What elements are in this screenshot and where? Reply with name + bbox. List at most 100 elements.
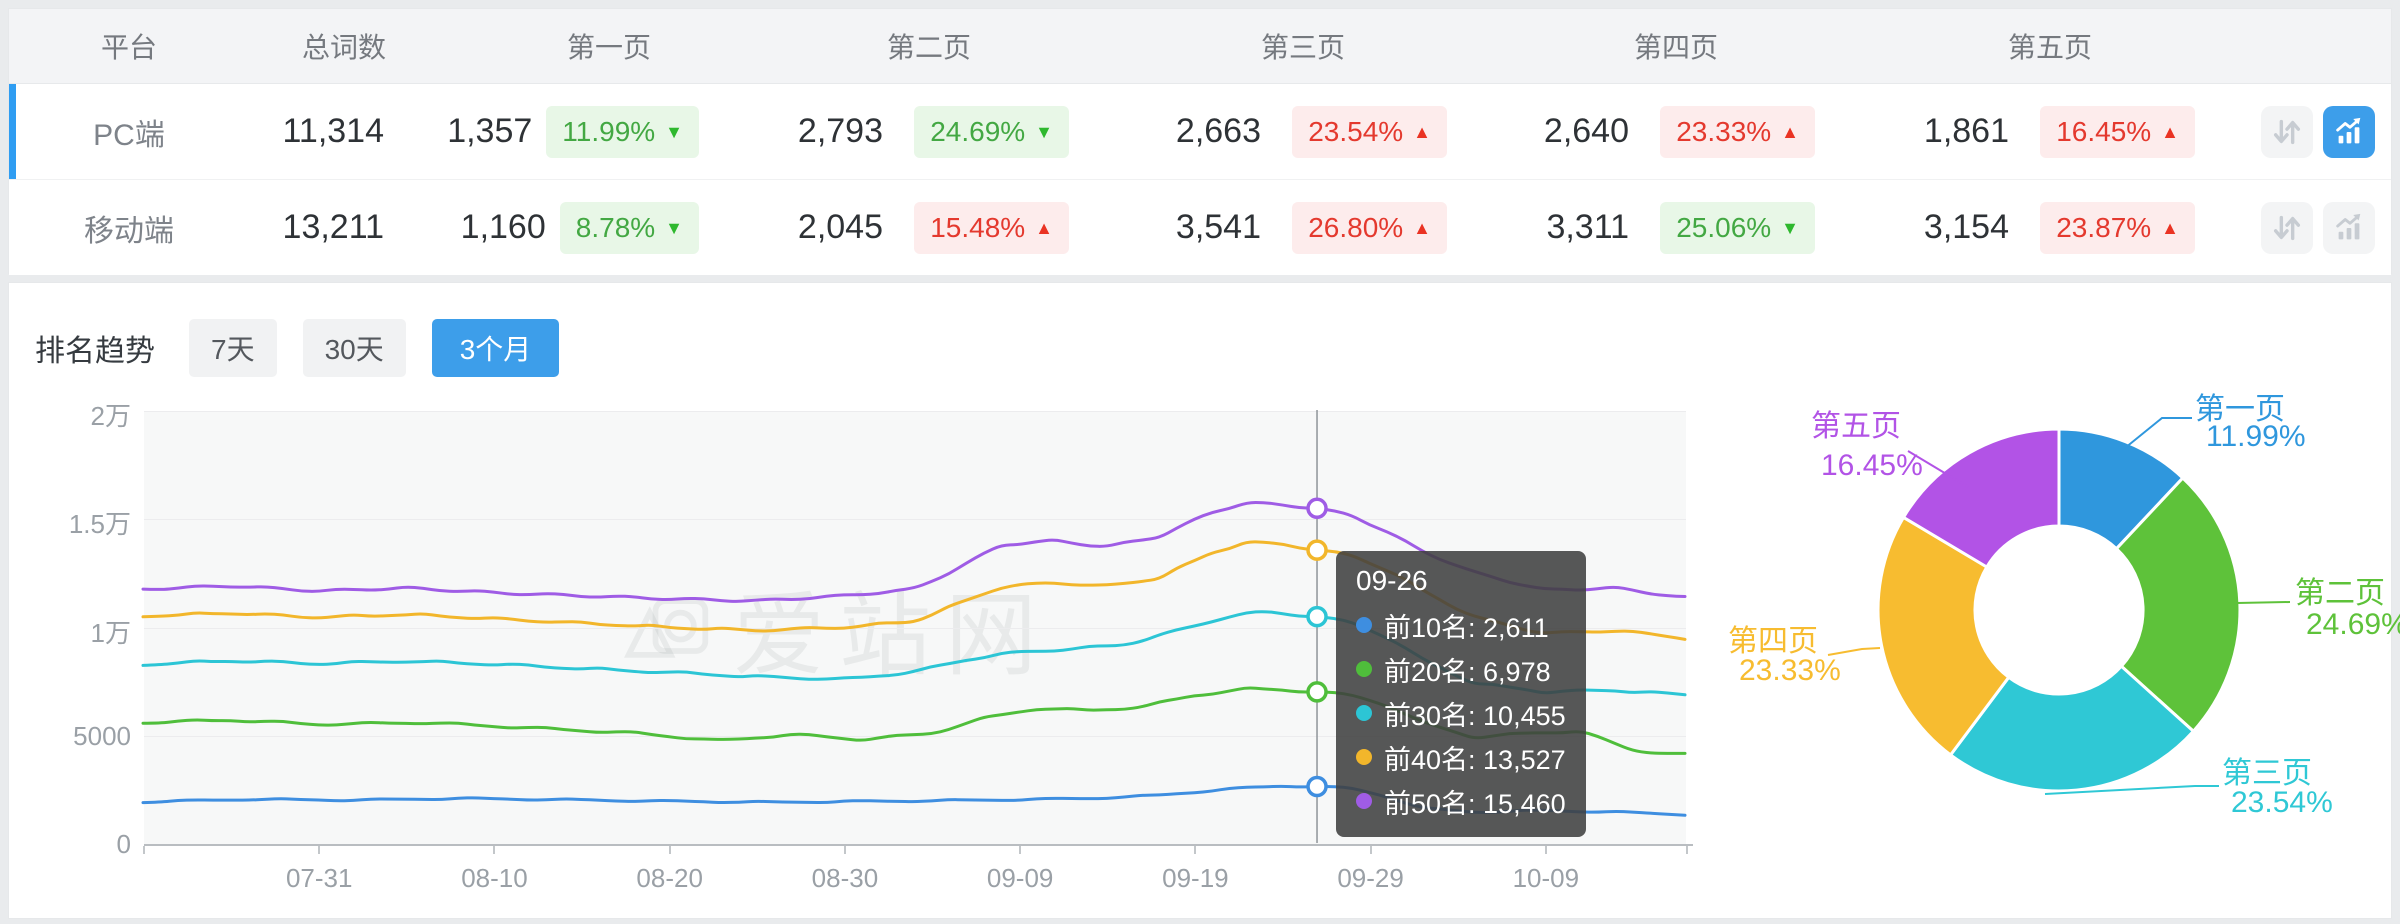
percent-badge: 23.54% ▲	[1292, 105, 1447, 158]
donut-chart[interactable]	[1876, 427, 2242, 793]
percent-value: 23.87%	[2056, 211, 2152, 243]
x-axis-tick	[318, 846, 321, 854]
series-dot-icon	[1356, 749, 1372, 765]
percent-badge-wrap: 26.80% ▲	[1275, 201, 1447, 254]
x-axis-tick	[1019, 846, 1022, 854]
arrow-up-icon: ▲	[1035, 217, 1053, 238]
percent-value: 8.78%	[575, 211, 656, 243]
page-count: 1,357	[447, 112, 533, 150]
x-axis-tick	[493, 846, 496, 854]
arrow-down-icon: ▼	[1035, 121, 1053, 142]
platform-cell: PC端	[93, 118, 165, 152]
percent-badge-wrap: 23.87% ▲	[2023, 201, 2195, 254]
x-axis-label: 08-30	[811, 863, 879, 893]
tooltip-text: 前10名: 2,611	[1384, 612, 1549, 643]
page-count: 1,861	[1923, 112, 2009, 150]
page-count: 2,793	[797, 112, 883, 150]
percent-value: 23.54%	[1308, 115, 1404, 147]
page-count: 3,154	[1923, 208, 2009, 246]
donut-label-name: 第三页	[2222, 757, 2312, 790]
percent-badge-wrap: 25.06% ▼	[1643, 201, 1815, 254]
percent-badge: 15.48% ▲	[914, 201, 1069, 254]
page-count: 2,640	[1543, 112, 1629, 150]
x-axis-label: 09-09	[986, 863, 1054, 893]
total-words-cell: 11,314	[282, 112, 384, 150]
trend-chart-icon	[2336, 213, 2361, 239]
series-dot-icon	[1356, 793, 1372, 809]
col-header-page1: 第一页	[566, 32, 651, 63]
x-axis-label: 09-29	[1337, 863, 1404, 893]
col-header-total-words: 总词数	[301, 32, 386, 63]
page-count: 3,541	[1175, 208, 1261, 246]
table-row-mobile[interactable]: 移动端 13,211 1,160 8.78% ▼ 2,045 15.48% ▲ 3,541 26.…	[9, 180, 2391, 275]
arrow-up-icon: ▲	[2161, 121, 2179, 142]
percent-badge-wrap: 11.99% ▼	[546, 105, 699, 158]
tooltip-text: 前30名: 10,455	[1384, 700, 1566, 731]
y-axis-label: 1.5万	[68, 509, 131, 540]
x-axis-tick	[843, 846, 846, 854]
row-actions	[2205, 201, 2391, 254]
tooltip-text: 前40名: 13,527	[1384, 744, 1566, 775]
x-axis-label: 08-10	[461, 863, 528, 893]
trend-header: 排名趋势 7天 30天 3个月	[9, 283, 2391, 377]
series-dot-icon	[1356, 705, 1372, 721]
arrow-down-icon: ▼	[665, 121, 683, 142]
page2-cell: 2,045 15.48% ▲	[709, 201, 1079, 254]
table-header-row: 平台 总词数 第一页 第二页 第三页 第四页 第五页	[9, 9, 2391, 84]
series-dot-icon	[1356, 617, 1372, 633]
percent-badge-wrap: 23.54% ▲	[1275, 105, 1447, 158]
total-words-cell: 13,211	[282, 208, 384, 246]
page3-cell: 3,541 26.80% ▲	[1079, 201, 1457, 254]
x-axis-tick	[143, 846, 145, 854]
tooltip-date: 09-26	[1356, 565, 1428, 596]
donut-label-percent: 23.33%	[1739, 654, 1841, 687]
donut-slice-page4[interactable]	[1876, 515, 2011, 757]
toggle-trend-chart-button[interactable]	[2323, 105, 2375, 158]
page-count: 2,663	[1175, 112, 1261, 150]
arrow-up-icon: ▲	[1413, 121, 1431, 142]
row-actions	[2205, 105, 2391, 158]
table-row-pc[interactable]: PC端 11,314 1,357 11.99% ▼ 2,793 24.69% ▼ 2,663 23…	[9, 84, 2391, 180]
range-tab-30d[interactable]: 30天	[302, 319, 406, 377]
page5-cell: 3,154 23.87% ▲	[1825, 201, 2205, 254]
page1-cell: 1,160 8.78% ▼	[439, 201, 709, 254]
percent-badge: 11.99% ▼	[546, 105, 699, 158]
page-count: 1,160	[460, 208, 546, 246]
donut-slice-page3[interactable]	[1949, 664, 2195, 793]
chart-tooltip: 09-26 前10名: 2,611 前20名: 6,978 前30名: 10,455 前…	[1336, 551, 1586, 837]
x-axis-label: 07-31	[285, 863, 353, 893]
page-count: 2,045	[797, 208, 883, 246]
col-header-page5: 第五页	[2007, 32, 2092, 63]
table-body: PC端 11,314 1,357 11.99% ▼ 2,793 24.69% ▼ 2,663 23…	[9, 84, 2391, 275]
percent-badge-wrap: 24.69% ▼	[897, 105, 1069, 158]
range-tabs: 7天 30天 3个月	[189, 319, 560, 377]
page5-cell: 1,861 16.45% ▲	[1825, 105, 2205, 158]
percent-badge: 16.45% ▲	[2040, 105, 2195, 158]
toggle-trend-chart-button[interactable]	[2323, 201, 2375, 254]
platform-cell: 移动端	[84, 214, 174, 248]
range-tab-3m[interactable]: 3个月	[431, 319, 560, 377]
platform-rank-table-card: 平台 总词数 第一页 第二页 第三页 第四页 第五页 PC端 11,314 1,357 11.99…	[8, 8, 2392, 275]
donut-slice-page2[interactable]	[2115, 476, 2242, 733]
tooltip-row: 前10名: 2,611	[1356, 603, 1566, 647]
sort-rows-button[interactable]	[2261, 105, 2313, 158]
percent-value: 24.69%	[930, 115, 1026, 147]
donut-label-name: 第四页	[1728, 625, 1818, 658]
percent-badge-wrap: 8.78% ▼	[559, 201, 699, 254]
page4-cell: 2,640 23.33% ▲	[1457, 105, 1825, 158]
percent-badge: 8.78% ▼	[559, 201, 699, 254]
trend-chart-icon	[2336, 117, 2361, 143]
page1-cell: 1,357 11.99% ▼	[439, 105, 709, 158]
x-axis-label: 10-09	[1512, 863, 1580, 893]
y-axis-label: 0	[116, 829, 131, 859]
range-tab-7d[interactable]: 7天	[189, 319, 277, 377]
percent-badge-wrap: 23.33% ▲	[1643, 105, 1815, 158]
x-axis-tick	[1544, 846, 1547, 854]
donut-label-percent: 24.69%	[2306, 608, 2400, 641]
arrow-up-icon: ▲	[1781, 121, 1799, 142]
tooltip-text: 前50名: 15,460	[1384, 788, 1566, 819]
sort-rows-button[interactable]	[2261, 201, 2313, 254]
page-count: 3,311	[1546, 208, 1629, 246]
percent-badge-wrap: 16.45% ▲	[2023, 105, 2195, 158]
col-header-page3: 第三页	[1260, 32, 1345, 63]
